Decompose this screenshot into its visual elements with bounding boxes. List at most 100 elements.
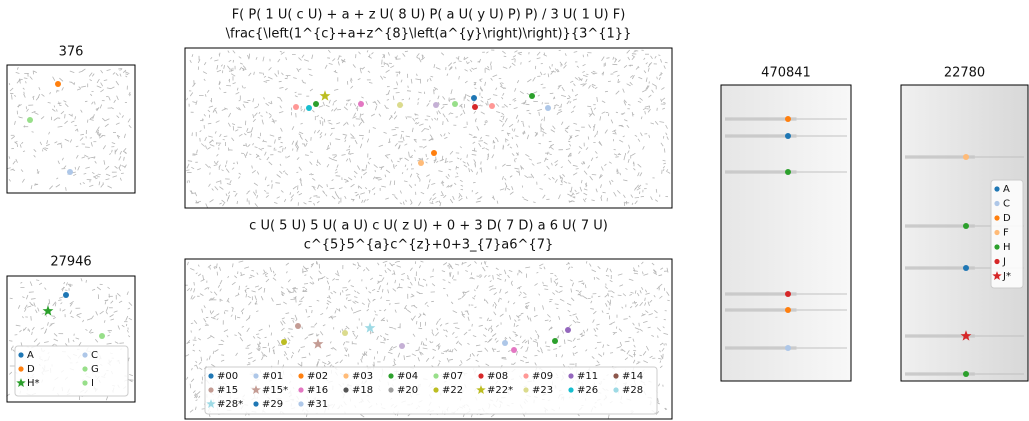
- panel-title: 22780: [944, 66, 985, 81]
- legend-label: #08: [487, 371, 508, 382]
- noise: [217, 272, 218, 276]
- marker: [963, 265, 969, 271]
- legend-label: A: [27, 350, 34, 361]
- noise: [351, 199, 354, 200]
- legend-label: #23: [532, 385, 553, 396]
- noise: [357, 327, 358, 329]
- marker: [472, 104, 478, 110]
- legend-label: #15: [217, 385, 238, 396]
- marker: [785, 169, 791, 175]
- noise: [85, 101, 87, 102]
- legend-label: #31: [307, 399, 328, 410]
- marker: [552, 338, 558, 344]
- noise: [441, 353, 444, 354]
- noise: [339, 309, 340, 312]
- marker: [433, 373, 438, 378]
- noise: [515, 159, 517, 160]
- noise: [608, 81, 611, 82]
- legend-label: #09: [532, 371, 553, 382]
- noise: [86, 280, 87, 283]
- noise: [613, 134, 617, 135]
- noise: [619, 125, 623, 126]
- noise: [210, 310, 211, 313]
- marker: [18, 366, 23, 371]
- noise: [433, 269, 434, 272]
- legend-label: #18: [352, 385, 373, 396]
- noise: [434, 89, 435, 94]
- marker: [55, 81, 61, 87]
- legend-label: #03: [352, 371, 373, 382]
- noise: [472, 324, 473, 327]
- noise: [493, 289, 496, 290]
- noise: [426, 338, 427, 340]
- marker: [471, 95, 477, 101]
- marker: [67, 169, 73, 175]
- marker: [785, 133, 791, 139]
- legend-label: #04: [397, 371, 418, 382]
- noise: [266, 80, 270, 81]
- marker: [529, 93, 535, 99]
- marker: [306, 105, 312, 111]
- panel-title: \frac{\left(1^{c}+a+z^{8}\left(a^{y}\rig…: [226, 27, 632, 42]
- figure: 37627946ACDGH*IF( P( 1 U( c U) + a + z U…: [0, 0, 1029, 421]
- marker: [613, 373, 618, 378]
- noise: [666, 343, 667, 345]
- marker: [433, 102, 439, 108]
- legend-label: F: [1003, 228, 1009, 239]
- noise: [265, 337, 267, 338]
- marker: [82, 380, 87, 385]
- marker: [545, 105, 551, 111]
- noise: [291, 108, 292, 111]
- legend-label: #28*: [217, 399, 243, 410]
- noise: [327, 184, 328, 187]
- legend-label: C: [1003, 199, 1010, 210]
- noise: [313, 196, 317, 197]
- marker: [994, 244, 999, 249]
- noise: [558, 335, 559, 338]
- noise: [279, 81, 282, 82]
- noise: [616, 112, 618, 113]
- noise: [529, 126, 530, 128]
- legend-label: #01: [262, 371, 283, 382]
- legend-label: #16: [307, 385, 328, 396]
- marker: [298, 373, 303, 378]
- noise: [408, 86, 409, 88]
- noise: [293, 149, 294, 151]
- legend-label: #26: [577, 385, 598, 396]
- legend-label: H: [1003, 242, 1011, 253]
- noise: [358, 186, 359, 188]
- marker: [963, 154, 969, 160]
- noise: [567, 98, 570, 99]
- noise: [233, 60, 234, 63]
- marker: [18, 352, 23, 357]
- marker: [342, 330, 348, 336]
- noise: [542, 102, 543, 104]
- legend-label: C: [91, 350, 98, 361]
- noise: [610, 353, 613, 354]
- noise: [249, 154, 251, 155]
- marker: [963, 223, 969, 229]
- legend-label: D: [27, 364, 35, 375]
- legend-label: #22: [442, 385, 463, 396]
- noise: [521, 62, 522, 64]
- marker: [295, 323, 301, 329]
- noise: [664, 148, 665, 152]
- noise: [373, 299, 375, 300]
- noise: [304, 284, 308, 285]
- noise: [586, 261, 587, 263]
- noise: [481, 161, 482, 164]
- noise: [98, 174, 101, 175]
- noise: [527, 110, 530, 111]
- marker: [568, 373, 573, 378]
- marker: [994, 186, 999, 191]
- marker: [994, 215, 999, 220]
- noise: [423, 343, 424, 345]
- noise: [467, 154, 468, 157]
- legend-label: #02: [307, 371, 328, 382]
- marker: [313, 101, 319, 107]
- noise: [597, 342, 601, 343]
- noise: [398, 327, 401, 328]
- noise: [624, 202, 625, 206]
- noise: [194, 282, 195, 285]
- marker: [388, 373, 393, 378]
